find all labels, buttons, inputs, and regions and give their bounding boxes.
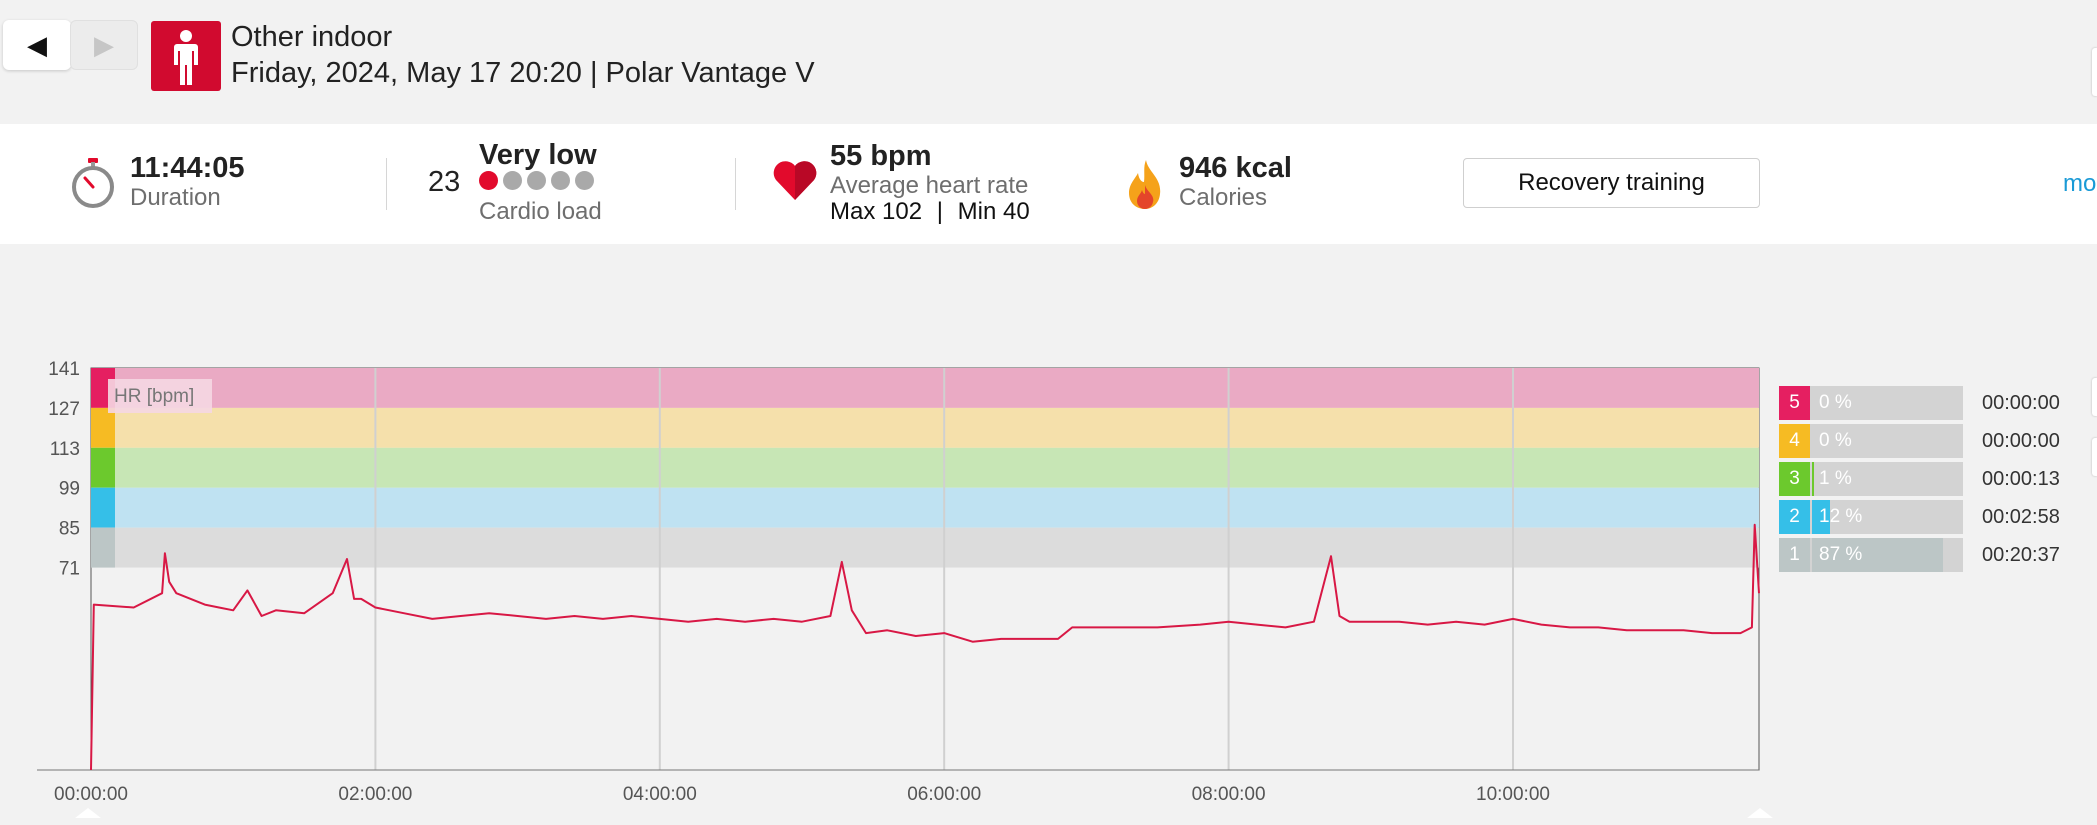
zone-fill-bar: [1812, 500, 1831, 534]
summary-bar: [0, 124, 2097, 244]
duration-label: Duration: [130, 184, 221, 211]
divider: [735, 158, 736, 210]
cardio-load-dot: [575, 171, 594, 190]
zone-number: 1: [1779, 538, 1810, 572]
edge-tab[interactable]: [2092, 438, 2097, 476]
zone-duration: 00:02:58: [1982, 506, 2060, 528]
zone-row-5: 5 0 %: [1779, 386, 1963, 420]
stopwatch-icon: [70, 157, 116, 214]
back-button[interactable]: ◀: [3, 20, 71, 70]
hr-separator: |: [936, 198, 943, 225]
heart-rate-chart: 00:00:00 02:00:00 04:00:00 06:00:00 08:00:00…: [37, 360, 1773, 818]
activity-title: Other indoor: [231, 21, 393, 53]
zone-duration: 00:00:13: [1982, 468, 2060, 490]
zone-duration: 00:20:37: [1982, 544, 2060, 566]
zone-fill-bar: [1812, 462, 1814, 496]
x-tick-label: 02:00:00: [338, 784, 412, 805]
cardio-load-dot: [479, 171, 498, 190]
legend-label: HR [bpm]: [114, 386, 194, 407]
arrow-left-icon: ◀: [27, 29, 47, 60]
zone-row-1: 1 87 %: [1779, 538, 1963, 572]
hr-min: Min 40: [957, 198, 1030, 225]
heart-icon: [772, 158, 818, 207]
edge-tab[interactable]: [2092, 378, 2097, 416]
x-tick-label: 08:00:00: [1192, 784, 1266, 805]
calories-value: 946 kcal: [1179, 152, 1292, 184]
range-handle-right: [1747, 808, 1773, 818]
zone-duration: 00:00:00: [1982, 430, 2060, 452]
y-tick-label: 127: [48, 399, 80, 420]
zone-band-4: [91, 407, 1759, 448]
divider: [386, 158, 387, 210]
training-benefit-button[interactable]: Recovery training: [1463, 158, 1760, 208]
zone-row-3: 3 1 %: [1779, 462, 1963, 496]
zone-row-2: 2 12 %: [1779, 500, 1963, 534]
sport-person-icon: [151, 21, 221, 91]
hr-max-min: Max 102 | Min 40: [830, 198, 1030, 226]
zone-percent: 87 %: [1819, 544, 1863, 565]
zone-band-1: [91, 527, 1759, 568]
zone-fill-bar: [1812, 538, 1944, 572]
arrow-right-icon: ▶: [94, 29, 114, 60]
hr-average-label: Average heart rate: [830, 172, 1029, 199]
zone-percent: 1 %: [1819, 468, 1852, 489]
cardio-load-dot: [503, 171, 522, 190]
cardio-load-dot: [527, 171, 546, 190]
zone-row-4: 4 0 %: [1779, 424, 1963, 458]
range-handle-left: [75, 808, 101, 818]
y-tick-label: 99: [59, 479, 80, 500]
zone-marker-4: [91, 407, 115, 448]
zone-percent: 0 %: [1819, 392, 1852, 413]
calories-label: Calories: [1179, 184, 1268, 211]
legend-box: [108, 379, 212, 413]
edge-tab[interactable]: [2092, 48, 2097, 96]
zone-number: 3: [1779, 462, 1810, 496]
activity-subtitle: Friday, 2024, May 17 20:20 | Polar Vanta…: [231, 57, 815, 89]
more-link[interactable]: mo: [2063, 170, 2097, 197]
cardio-load-dot: [551, 171, 570, 190]
x-tick-label: 06:00:00: [907, 784, 981, 805]
cardio-load-dots: [479, 171, 599, 193]
zone-number: 2: [1779, 500, 1810, 534]
forward-button[interactable]: ▶: [70, 20, 138, 70]
zone-percent: 12 %: [1819, 506, 1863, 527]
flame-icon: [1126, 158, 1164, 215]
y-tick-label: 141: [48, 360, 80, 380]
zone-marker-3: [91, 447, 115, 488]
y-tick-label: 71: [59, 559, 80, 580]
zone-band-5: [91, 368, 1759, 408]
zone-marker-1: [91, 527, 115, 568]
hr-max: Max 102: [830, 198, 923, 225]
y-tick-label: 113: [50, 439, 80, 460]
cardio-load-value: 23: [428, 166, 461, 198]
cardio-load-label: Cardio load: [479, 198, 602, 225]
zone-number: 5: [1779, 386, 1810, 420]
hr-average-value: 55 bpm: [830, 140, 932, 172]
zone-percent: 0 %: [1819, 430, 1852, 451]
zone-duration: 00:00:00: [1982, 392, 2060, 414]
zone-marker-2: [91, 487, 115, 528]
zone-band-3: [91, 447, 1759, 488]
zone-band-2: [91, 487, 1759, 528]
y-tick-label: 85: [59, 519, 80, 540]
duration-value: 11:44:05: [130, 152, 245, 184]
x-tick-label: 10:00:00: [1476, 784, 1550, 805]
x-tick-label: 04:00:00: [623, 784, 697, 805]
cardio-load-level: Very low: [479, 139, 597, 171]
hr-series-line: [90, 523, 1760, 771]
x-tick-label: 00:00:00: [54, 784, 128, 805]
zone-number: 4: [1779, 424, 1810, 458]
